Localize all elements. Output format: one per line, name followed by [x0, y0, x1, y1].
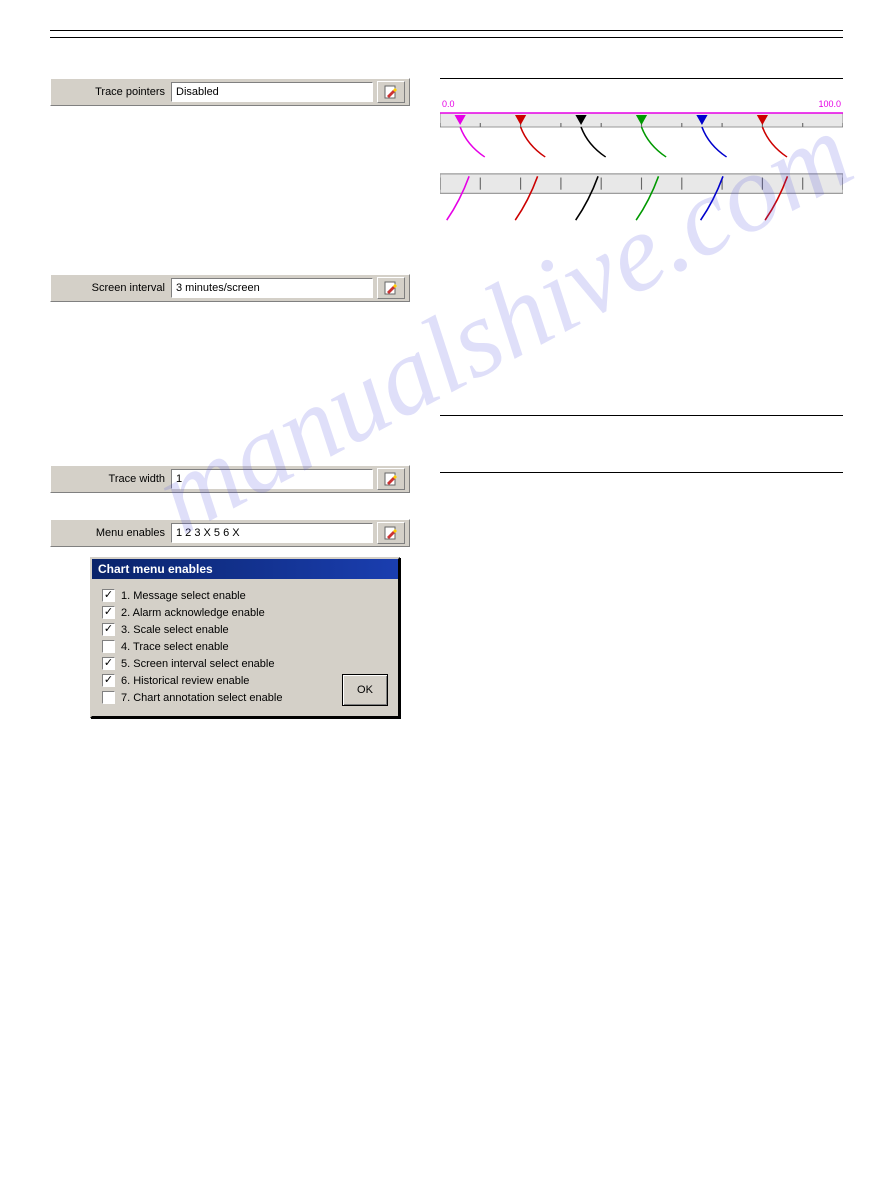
checkbox-label: 5. Screen interval select enable — [121, 658, 274, 670]
edit-icon — [384, 281, 398, 295]
trace-pointers-edit-button[interactable] — [377, 81, 405, 103]
menu-enables-edit-button[interactable] — [377, 522, 405, 544]
checkbox-label: 2. Alarm acknowledge enable — [121, 607, 265, 619]
trace-width-edit-button[interactable] — [377, 468, 405, 490]
checkbox-label: 4. Trace select enable — [121, 641, 229, 653]
trace-pointers-label: Trace pointers — [51, 86, 171, 98]
menu-enables-field: Menu enables — [50, 519, 410, 547]
ok-button[interactable]: OK — [342, 674, 388, 706]
edit-icon — [384, 472, 398, 486]
checkbox-label: 1. Message select enable — [121, 590, 246, 602]
checkbox[interactable]: ✓ — [102, 623, 115, 636]
dialog-title: Chart menu enables — [92, 559, 398, 579]
checkbox-label: 7. Chart annotation select enable — [121, 692, 282, 704]
checkbox[interactable]: ✓ — [102, 606, 115, 619]
screen-interval-label: Screen interval — [51, 282, 171, 294]
scale-strip-pointers-enabled: 0.0 100.0 — [440, 103, 843, 159]
trace-width-field: Trace width — [50, 465, 410, 493]
screen-interval-input[interactable] — [171, 278, 373, 298]
edit-icon — [384, 85, 398, 99]
checkbox[interactable] — [102, 691, 115, 704]
chart-menu-enables-dialog: Chart menu enables ✓ 1. Message select en… — [90, 557, 400, 718]
screen-interval-edit-button[interactable] — [377, 277, 405, 299]
checkbox-row: ✓ 2. Alarm acknowledge enable — [102, 604, 388, 621]
checkbox[interactable]: ✓ — [102, 589, 115, 602]
checkbox-row: ✓ 3. Scale select enable — [102, 621, 388, 638]
checkbox-label: 6. Historical review enable — [121, 675, 249, 687]
checkbox-label: 3. Scale select enable — [121, 624, 229, 636]
trace-width-label: Trace width — [51, 473, 171, 485]
menu-enables-input[interactable] — [171, 523, 373, 543]
screen-interval-field: Screen interval — [50, 274, 410, 302]
trace-pointers-field: Trace pointers — [50, 78, 410, 106]
checkbox[interactable]: ✓ — [102, 657, 115, 670]
checkbox[interactable] — [102, 640, 115, 653]
checkbox-row: 4. Trace select enable — [102, 638, 388, 655]
edit-icon — [384, 526, 398, 540]
menu-enables-label: Menu enables — [51, 527, 171, 539]
trace-width-input[interactable] — [171, 469, 373, 489]
scale-strip-pointers-disabled: 0.0 100.0 — [440, 169, 843, 215]
checkbox-row: ✓ 5. Screen interval select enable — [102, 655, 388, 672]
trace-pointers-input[interactable] — [171, 82, 373, 102]
checkbox-row: ✓ 1. Message select enable — [102, 587, 388, 604]
checkbox[interactable]: ✓ — [102, 674, 115, 687]
